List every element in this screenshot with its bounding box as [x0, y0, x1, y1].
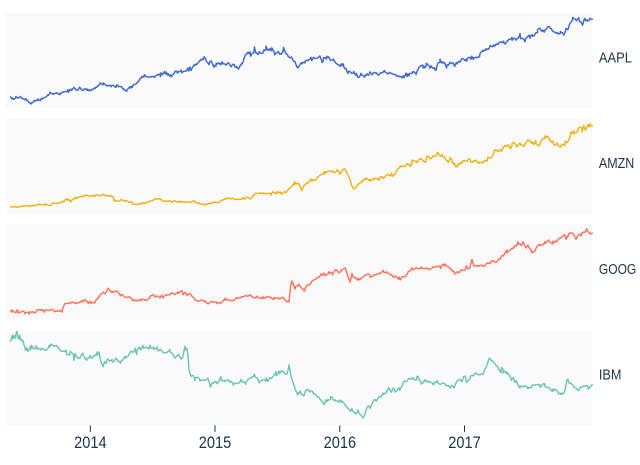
svg-text:GOOG: GOOG [599, 262, 636, 278]
svg-text:2016: 2016 [324, 433, 357, 452]
svg-text:2017: 2017 [448, 433, 481, 452]
svg-text:AMZN: AMZN [599, 156, 634, 172]
svg-text:AAPL: AAPL [599, 51, 632, 67]
svg-text:2014: 2014 [74, 433, 107, 452]
svg-text:IBM: IBM [599, 368, 622, 384]
svg-text:2015: 2015 [199, 433, 232, 452]
